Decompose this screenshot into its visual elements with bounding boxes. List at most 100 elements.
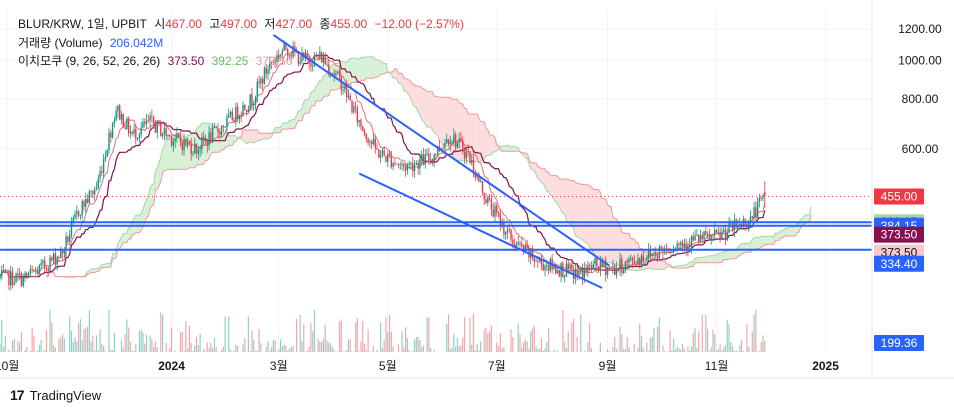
volume-bar	[398, 344, 399, 352]
volume-bar	[189, 325, 190, 352]
candle-body	[228, 115, 229, 117]
volume-bar	[216, 347, 217, 352]
cloud-segment	[479, 119, 481, 162]
volume-bar	[17, 341, 18, 352]
candle-body	[171, 136, 172, 145]
candle-body	[753, 207, 754, 218]
price-tag-text: 455.00	[881, 190, 918, 204]
volume-bar	[121, 340, 122, 352]
volume-bar	[69, 316, 70, 352]
candle-body	[173, 141, 174, 145]
volume-bar	[151, 339, 152, 352]
candle-body	[643, 256, 644, 261]
candle-body	[487, 198, 488, 203]
volume-bar	[325, 325, 326, 352]
candle-body	[435, 154, 436, 155]
cloud-segment	[482, 122, 484, 160]
candle-body	[655, 252, 656, 256]
candle-body	[559, 270, 560, 276]
candle-body	[391, 156, 392, 167]
candle-body	[119, 106, 120, 120]
ichimoku-value-1: 373.50	[168, 54, 205, 68]
candle-body	[644, 261, 645, 262]
tradingview-logo-icon: 17	[10, 387, 24, 403]
candle-body	[410, 163, 411, 164]
cloud-segment	[692, 262, 694, 267]
cloud-segment	[770, 236, 772, 244]
candle-body	[23, 276, 24, 286]
volume-bar	[162, 315, 163, 352]
candle-body	[262, 79, 263, 84]
candle-body	[657, 256, 658, 258]
volume-bar	[384, 340, 385, 352]
candle-body	[496, 206, 497, 212]
candle-body	[442, 148, 443, 149]
volume-bar	[539, 349, 540, 352]
candle-body	[373, 139, 374, 144]
volume-bar	[385, 318, 386, 352]
cloud-segment	[429, 92, 431, 128]
volume-bar	[682, 344, 683, 352]
volume-bar	[182, 332, 183, 352]
cloud-segment	[395, 69, 397, 78]
volume-bar	[255, 351, 256, 352]
volume-bar	[5, 336, 6, 352]
volume-bar	[473, 314, 474, 352]
volume-bar	[752, 331, 753, 352]
x-tick-label: 9월	[599, 359, 617, 373]
volume-bar	[720, 344, 721, 352]
volume-bar	[105, 351, 106, 352]
candle-body	[582, 267, 583, 278]
volume-bar	[346, 350, 347, 352]
candle-body	[158, 120, 159, 123]
legend-row-ichimoku[interactable]: 이치모쿠 (9, 26, 52, 26, 26) 373.50 392.25 3…	[18, 52, 296, 69]
volume-bar	[237, 346, 238, 352]
candle-body	[698, 235, 699, 242]
volume-bar	[684, 349, 685, 352]
tradingview-footer[interactable]: 17 TradingView	[10, 387, 101, 403]
candle-body	[659, 247, 660, 258]
candle-body	[98, 179, 99, 188]
volume-bar	[133, 351, 134, 352]
volume-bar	[732, 347, 733, 352]
candle-body	[510, 230, 511, 240]
volume-bar	[225, 317, 226, 352]
cloud-segment	[713, 255, 715, 263]
volume-bar	[187, 349, 188, 352]
candle-body	[728, 223, 729, 232]
volume-bar	[653, 328, 654, 352]
cloud-segment	[129, 227, 131, 239]
candle-body	[53, 254, 54, 260]
candle-body	[221, 126, 222, 134]
candle-body	[660, 247, 661, 248]
volume-bar	[680, 350, 681, 352]
cloud-segment	[609, 206, 611, 263]
cloud-segment	[570, 180, 572, 225]
candle-body	[358, 120, 359, 122]
candle-body	[85, 199, 86, 207]
candle-body	[199, 150, 200, 151]
cloud-segment	[247, 130, 249, 144]
candle-body	[42, 261, 43, 264]
volume-bar	[614, 337, 615, 352]
candle-body	[419, 159, 420, 168]
legend-row-volume[interactable]: 거래량 (Volume) 206.042M	[18, 34, 167, 51]
cloud-segment	[284, 123, 286, 129]
candle-body	[78, 211, 79, 215]
volume-bar	[414, 339, 415, 352]
candle-body	[521, 243, 522, 246]
candle-body	[255, 97, 256, 103]
volume-bar	[328, 342, 329, 352]
cloud-segment	[590, 185, 592, 249]
volume-bar	[112, 350, 113, 352]
cloud-segment	[720, 253, 722, 263]
candle-body	[69, 235, 70, 242]
candle-body	[609, 267, 610, 268]
cloud-segment	[558, 176, 560, 207]
cloud-segment	[700, 257, 702, 262]
cloud-segment	[275, 128, 277, 133]
cloud-segment	[231, 136, 233, 146]
candle-body	[641, 256, 642, 266]
volume-bar	[62, 334, 63, 352]
